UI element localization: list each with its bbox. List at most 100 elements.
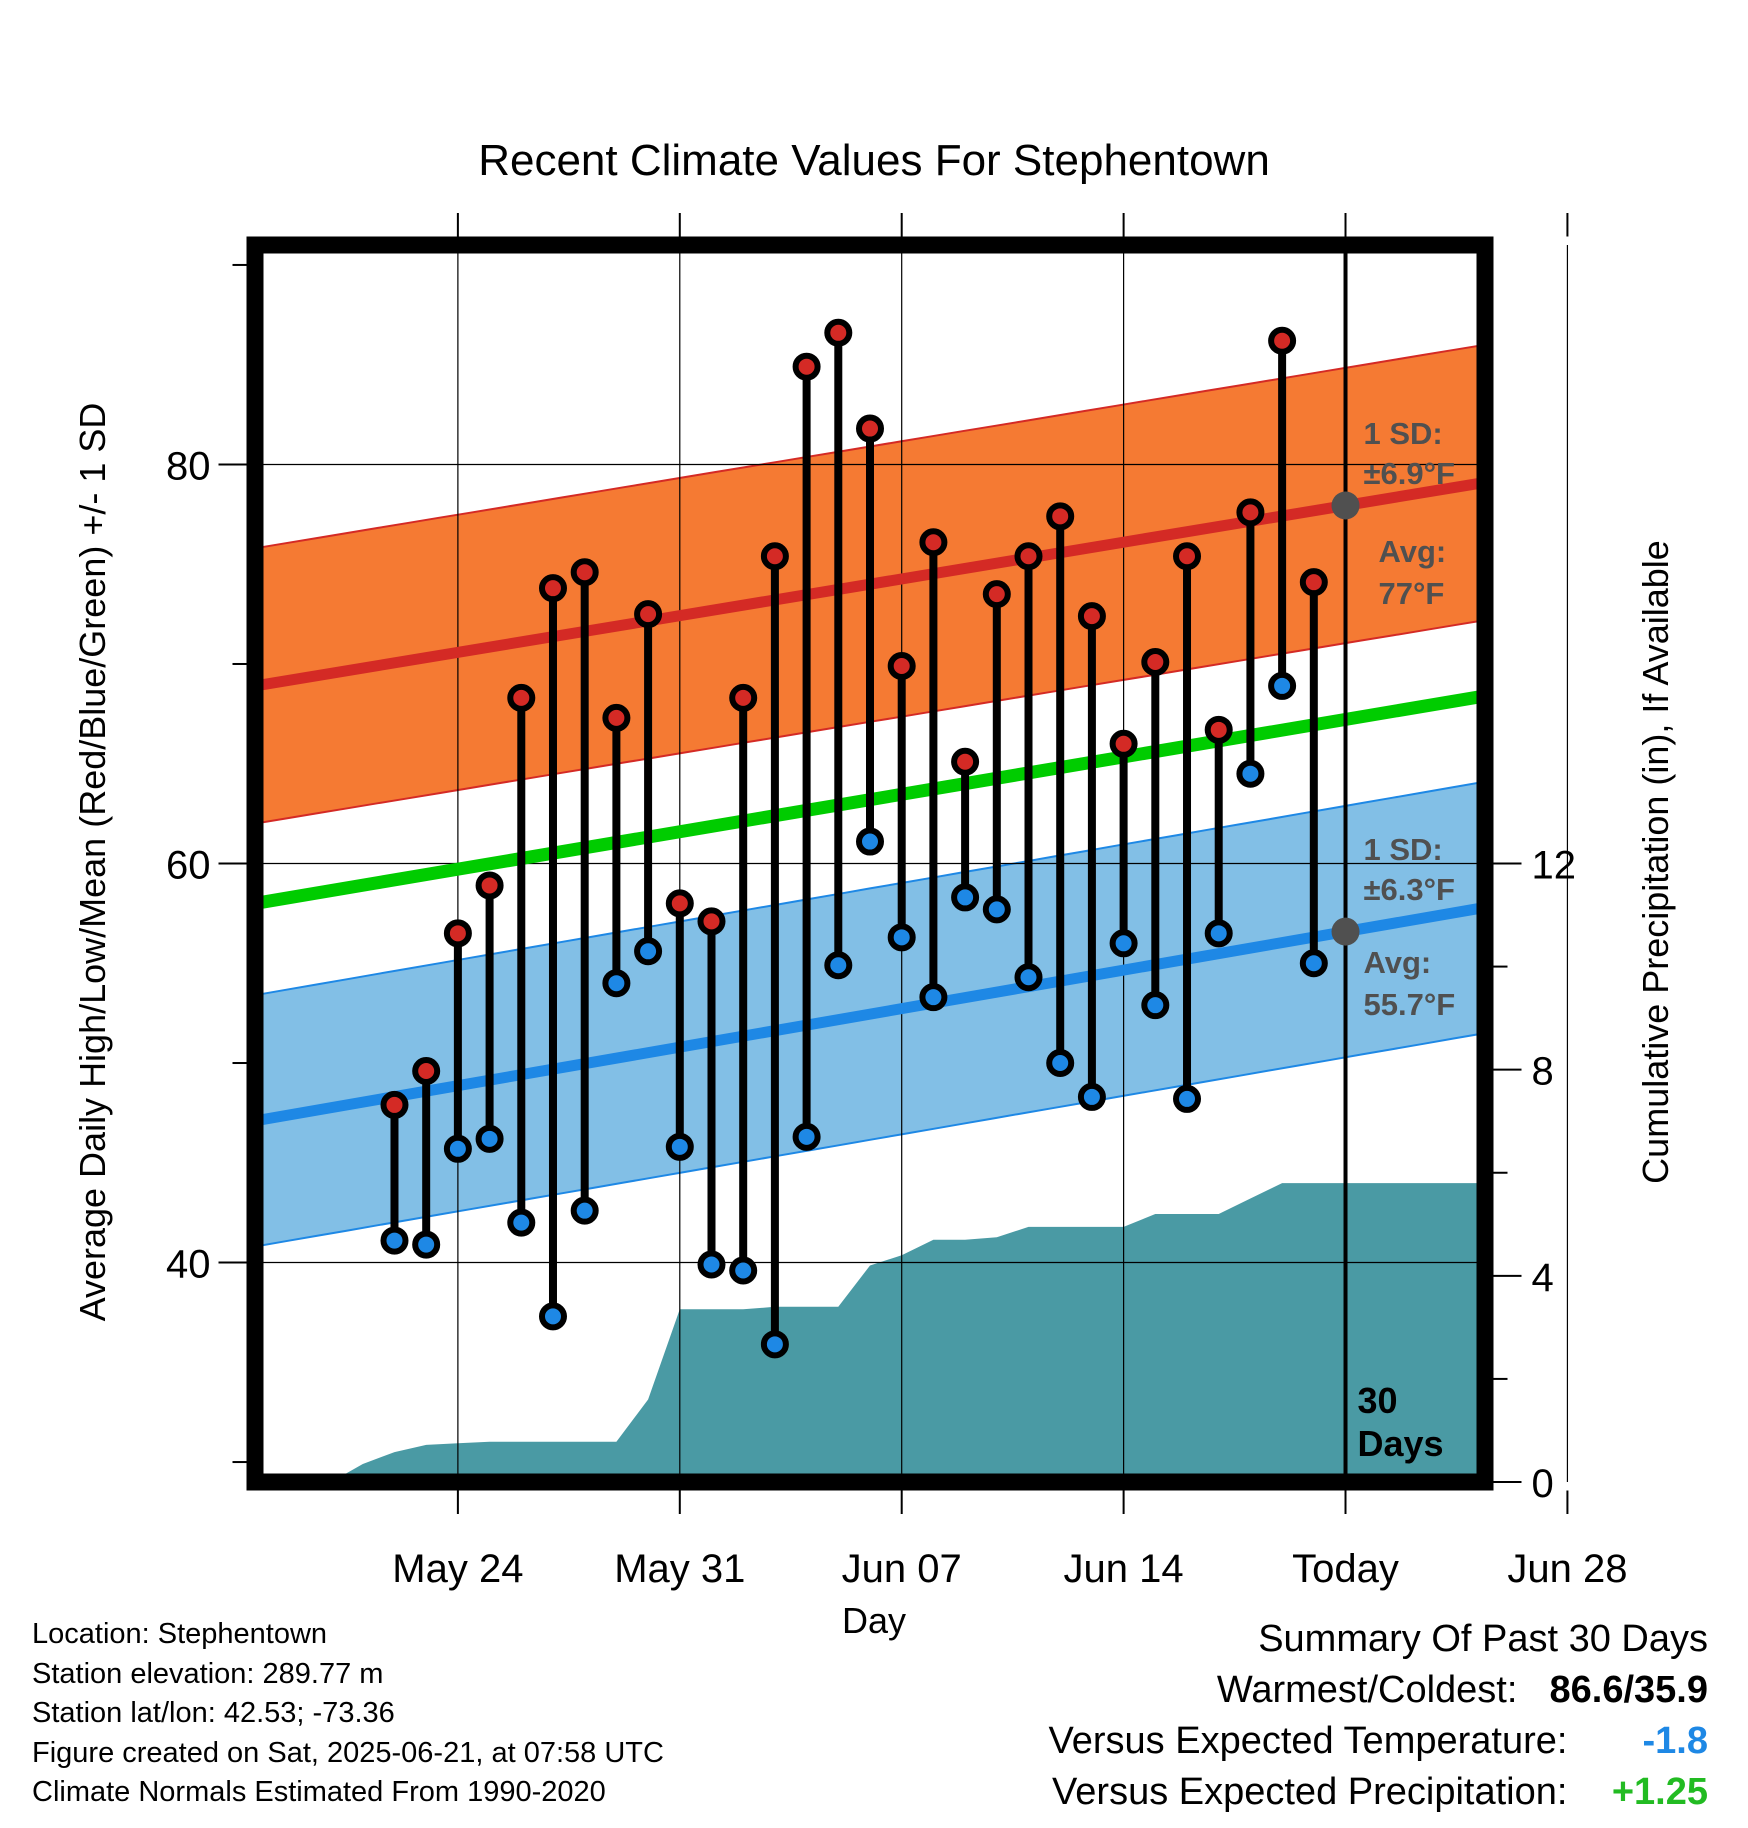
elevation-text: Station elevation: 289.77 m bbox=[32, 1657, 384, 1690]
warm-cold-row: Warmest/Coldest: 86.6/35.9 bbox=[1049, 1665, 1708, 1716]
daily-low-point bbox=[1173, 1084, 1202, 1113]
daily-high-point bbox=[412, 1056, 441, 1085]
daily-high-point bbox=[697, 907, 726, 936]
daily-high-point bbox=[570, 558, 599, 587]
today-high-marker bbox=[1331, 491, 1360, 520]
daily-low-point bbox=[1299, 949, 1328, 978]
chart-title: Recent Climate Values For Stephentown bbox=[478, 136, 1270, 185]
daily-high-point bbox=[634, 600, 663, 629]
daily-low-point bbox=[760, 1330, 789, 1359]
daily-high-point bbox=[1109, 729, 1138, 758]
low-avg-annotation-line2: 55.7°F bbox=[1364, 987, 1456, 1022]
daily-high-point bbox=[856, 414, 884, 443]
daily-high-point bbox=[1268, 326, 1297, 355]
summary-panel: Summary Of Past 30 Days Warmest/Coldest:… bbox=[1049, 1614, 1708, 1818]
daily-low-point bbox=[507, 1208, 536, 1237]
high-avg-annotation-line1: Avg: bbox=[1379, 534, 1447, 569]
created-text: Figure created on Sat, 2025-06-21, at 07… bbox=[32, 1736, 664, 1769]
precip-area bbox=[255, 1183, 1485, 1482]
daily-low-point bbox=[919, 983, 948, 1012]
y-tick-label: 60 bbox=[166, 844, 211, 888]
daily-high-point bbox=[729, 683, 758, 712]
low-sd-annotation-line2: ±6.3°F bbox=[1364, 872, 1455, 907]
high-sd-annotation-line2: ±6.9°F bbox=[1364, 456, 1455, 491]
y2-tick-label: 12 bbox=[1532, 844, 1577, 888]
daily-low-point bbox=[1077, 1082, 1106, 1111]
daily-high-point bbox=[538, 574, 567, 603]
plot-frame bbox=[246, 236, 1494, 1491]
daily-high-point bbox=[380, 1090, 409, 1119]
x-tick-label: Today bbox=[1292, 1547, 1399, 1591]
daily-low-point bbox=[412, 1230, 441, 1259]
precip-value: +1.25 bbox=[1611, 1771, 1708, 1813]
daily-high-point bbox=[1236, 498, 1265, 527]
daily-high-point bbox=[1077, 602, 1106, 631]
normals-text: Climate Normals Estimated From 1990-2020 bbox=[32, 1776, 606, 1808]
high-sd-annotation-line1: 1 SD: bbox=[1364, 416, 1443, 451]
low-sd-annotation-line1: 1 SD: bbox=[1364, 832, 1443, 867]
daily-high-point bbox=[1173, 542, 1202, 571]
days-annotation-line1: 30 bbox=[1358, 1380, 1398, 1421]
summary-heading: Summary Of Past 30 Days bbox=[1258, 1618, 1708, 1660]
today-low-marker bbox=[1331, 917, 1360, 946]
y-axis-label: Average Daily High/Low/Mean (Red/Blue/Gr… bbox=[72, 403, 113, 1322]
high-avg-annotation-line2: 77°F bbox=[1379, 576, 1445, 611]
daily-low-point bbox=[856, 827, 884, 856]
daily-low-point bbox=[665, 1132, 694, 1161]
daily-low-point bbox=[602, 969, 631, 998]
daily-low-point bbox=[1141, 991, 1170, 1020]
x-tick-label: May 31 bbox=[614, 1547, 745, 1591]
daily-high-point bbox=[443, 919, 472, 948]
daily-low-point bbox=[1046, 1049, 1075, 1078]
daily-low-point bbox=[1204, 919, 1233, 948]
daily-high-point bbox=[982, 580, 1011, 609]
low-avg-annotation-line1: Avg: bbox=[1364, 945, 1432, 980]
daily-low-point bbox=[1268, 671, 1297, 700]
y2-tick-label: 8 bbox=[1532, 1050, 1554, 1094]
latlon-text: Station lat/lon: 42.53; -73.36 bbox=[32, 1697, 395, 1729]
daily-low-point bbox=[951, 883, 980, 912]
daily-low-point bbox=[982, 895, 1011, 924]
daily-high-point bbox=[951, 747, 980, 776]
daily-high-point bbox=[1014, 542, 1043, 571]
x-tick-label: Jun 07 bbox=[842, 1547, 962, 1591]
daily-low-point bbox=[538, 1302, 567, 1331]
daily-low-point bbox=[634, 937, 663, 966]
daily-high-point bbox=[475, 871, 504, 900]
precip-row: Versus Expected Precipitation: +1.25 bbox=[1049, 1767, 1708, 1818]
daily-high-point bbox=[1299, 568, 1328, 597]
daily-high-point bbox=[665, 889, 694, 918]
daily-low-point bbox=[729, 1256, 758, 1285]
daily-low-point bbox=[1236, 759, 1265, 788]
daily-high-point bbox=[792, 352, 821, 381]
daily-high-point bbox=[1204, 715, 1233, 744]
daily-high-point bbox=[919, 528, 948, 557]
daily-low-point bbox=[887, 923, 916, 952]
daily-high-point bbox=[824, 318, 853, 347]
temp-label: Versus Expected Temperature: bbox=[1048, 1720, 1568, 1762]
temp-row: Versus Expected Temperature: -1.8 bbox=[1049, 1716, 1708, 1767]
daily-high-point bbox=[602, 703, 631, 732]
daily-high-point bbox=[1046, 502, 1075, 531]
daily-low-point bbox=[1014, 963, 1043, 992]
y-tick-label: 80 bbox=[166, 444, 211, 488]
warm-cold-value: 86.6/35.9 bbox=[1549, 1669, 1708, 1711]
daily-high-point bbox=[1141, 647, 1170, 676]
daily-low-point bbox=[380, 1226, 409, 1255]
daily-low-point bbox=[824, 951, 853, 980]
temp-value: -1.8 bbox=[1642, 1720, 1708, 1762]
warm-cold-label: Warmest/Coldest: bbox=[1216, 1669, 1518, 1711]
days-annotation-line2: Days bbox=[1358, 1423, 1444, 1464]
x-tick-label: Jun 14 bbox=[1064, 1547, 1184, 1591]
y-tick-label: 40 bbox=[166, 1243, 211, 1287]
daily-high-point bbox=[507, 683, 536, 712]
daily-high-point bbox=[760, 542, 789, 571]
station-info: Location: Stephentown Station elevation:… bbox=[32, 1615, 664, 1813]
precip-label: Versus Expected Precipitation: bbox=[1052, 1771, 1568, 1813]
daily-low-point bbox=[475, 1124, 504, 1153]
daily-high-point bbox=[887, 651, 916, 680]
x-tick-label: Jun 28 bbox=[1507, 1547, 1627, 1591]
plot-area: 40 60 80 0 4 8 12 May 24 May 31 Jun 07 Jun 14 Today… bbox=[166, 213, 1627, 1591]
daily-low-point bbox=[570, 1196, 599, 1225]
